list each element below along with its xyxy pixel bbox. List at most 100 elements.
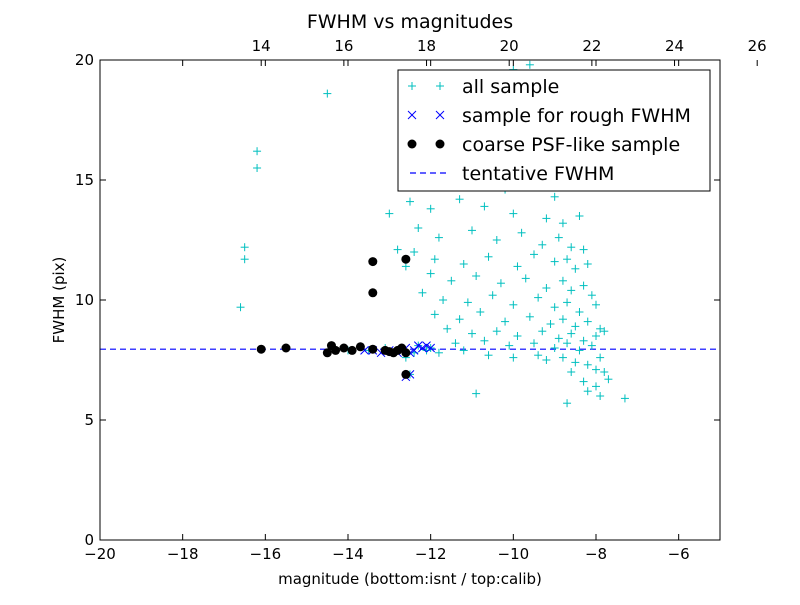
data-point (455, 315, 464, 324)
data-point (587, 291, 596, 300)
data-point (236, 303, 245, 312)
top-tick-label: 18 (417, 37, 436, 55)
data-point (583, 260, 592, 268)
data-point (596, 392, 605, 400)
legend-swatch (435, 110, 445, 120)
x-tick-label: −10 (498, 545, 530, 563)
data-point (331, 345, 341, 355)
data-point (480, 336, 489, 345)
chart-title: FWHM vs magnitudes (307, 11, 513, 33)
data-point (538, 327, 547, 336)
data-point (414, 224, 423, 232)
top-tick-label: 22 (582, 37, 601, 55)
legend-swatch (407, 110, 417, 120)
data-point (451, 339, 460, 348)
data-point (418, 343, 427, 353)
data-point (347, 345, 357, 355)
data-point (339, 343, 349, 353)
data-point (550, 257, 559, 266)
data-point (410, 248, 419, 256)
data-point (563, 255, 572, 264)
x-tick-label: −6 (668, 545, 690, 563)
data-point (459, 260, 468, 268)
data-point (604, 375, 613, 384)
y-tick-label: 0 (84, 531, 94, 549)
legend-entry: coarse PSF-like sample (407, 134, 680, 156)
x-tick-label: −14 (332, 545, 364, 563)
y-tick-label: 10 (75, 291, 94, 309)
data-point (401, 262, 410, 271)
data-point (567, 368, 576, 376)
tick-layer: −20 −18 −16 −14 −12 −10 −8 −6 0 5 10 15 20 14 16 18 20 22… (75, 37, 767, 563)
data-point (542, 284, 551, 292)
data-point (513, 262, 522, 271)
x-tick-label: −8 (585, 545, 607, 563)
legend-entry: all sample (408, 76, 559, 98)
data-point (579, 336, 588, 345)
data-point (542, 214, 551, 223)
data-point (455, 195, 464, 204)
data-point (600, 368, 609, 376)
data-point (583, 317, 592, 326)
data-point (413, 341, 423, 350)
data-point (447, 276, 456, 285)
data-point (550, 303, 559, 312)
data-point (567, 243, 576, 252)
data-point (484, 252, 493, 261)
data-point (546, 320, 555, 328)
data-point (430, 310, 439, 319)
data-point (472, 272, 481, 280)
x-tick-label: −18 (167, 545, 199, 563)
x-tick-label: −20 (84, 545, 116, 563)
legend-box (397, 69, 711, 192)
top-tick-label: 24 (665, 37, 684, 55)
data-point (592, 300, 600, 309)
y-tick-label: 5 (84, 411, 94, 429)
data-point (253, 147, 262, 156)
legend-swatch (407, 139, 417, 149)
data-point (401, 254, 411, 264)
data-point (509, 300, 518, 309)
y-tick-label: 20 (75, 51, 94, 69)
data-point (368, 288, 378, 298)
data-point (418, 288, 427, 297)
data-point (434, 348, 443, 357)
data-point (355, 342, 365, 352)
data-point (530, 250, 538, 259)
data-point (592, 382, 600, 391)
data-point (596, 324, 605, 333)
x-axis-label: magnitude (bottom:isnt / top:calib) (278, 570, 542, 588)
data-point (550, 192, 559, 201)
data-point (575, 346, 584, 355)
data-point (439, 296, 448, 304)
data-point (476, 308, 485, 316)
legend-entry: tentative FWHM (410, 163, 614, 185)
data-point (368, 257, 378, 267)
data-point (596, 353, 605, 362)
data-point (575, 308, 584, 316)
top-tick-label: 14 (252, 37, 271, 55)
data-point (563, 339, 572, 348)
data-point (571, 358, 580, 367)
data-point (517, 228, 526, 237)
data-point (558, 219, 567, 228)
data-point (492, 327, 501, 336)
data-point (368, 344, 378, 354)
data-point (534, 351, 543, 360)
data-point (600, 327, 609, 336)
legend-label: coarse PSF-like sample (462, 134, 680, 156)
legend-swatch (435, 139, 445, 149)
data-point (426, 269, 435, 278)
data-point (422, 341, 431, 350)
data-point (521, 274, 530, 283)
data-point (579, 245, 588, 254)
data-point (401, 348, 411, 358)
data-point (563, 298, 572, 307)
legend-label: all sample (462, 76, 559, 98)
top-tick-label: 20 (500, 37, 519, 55)
data-point (406, 197, 414, 206)
legend: all sample sample for rough FWHM coarse PS… (397, 69, 711, 192)
data-point (492, 236, 501, 244)
data-point (434, 233, 443, 242)
